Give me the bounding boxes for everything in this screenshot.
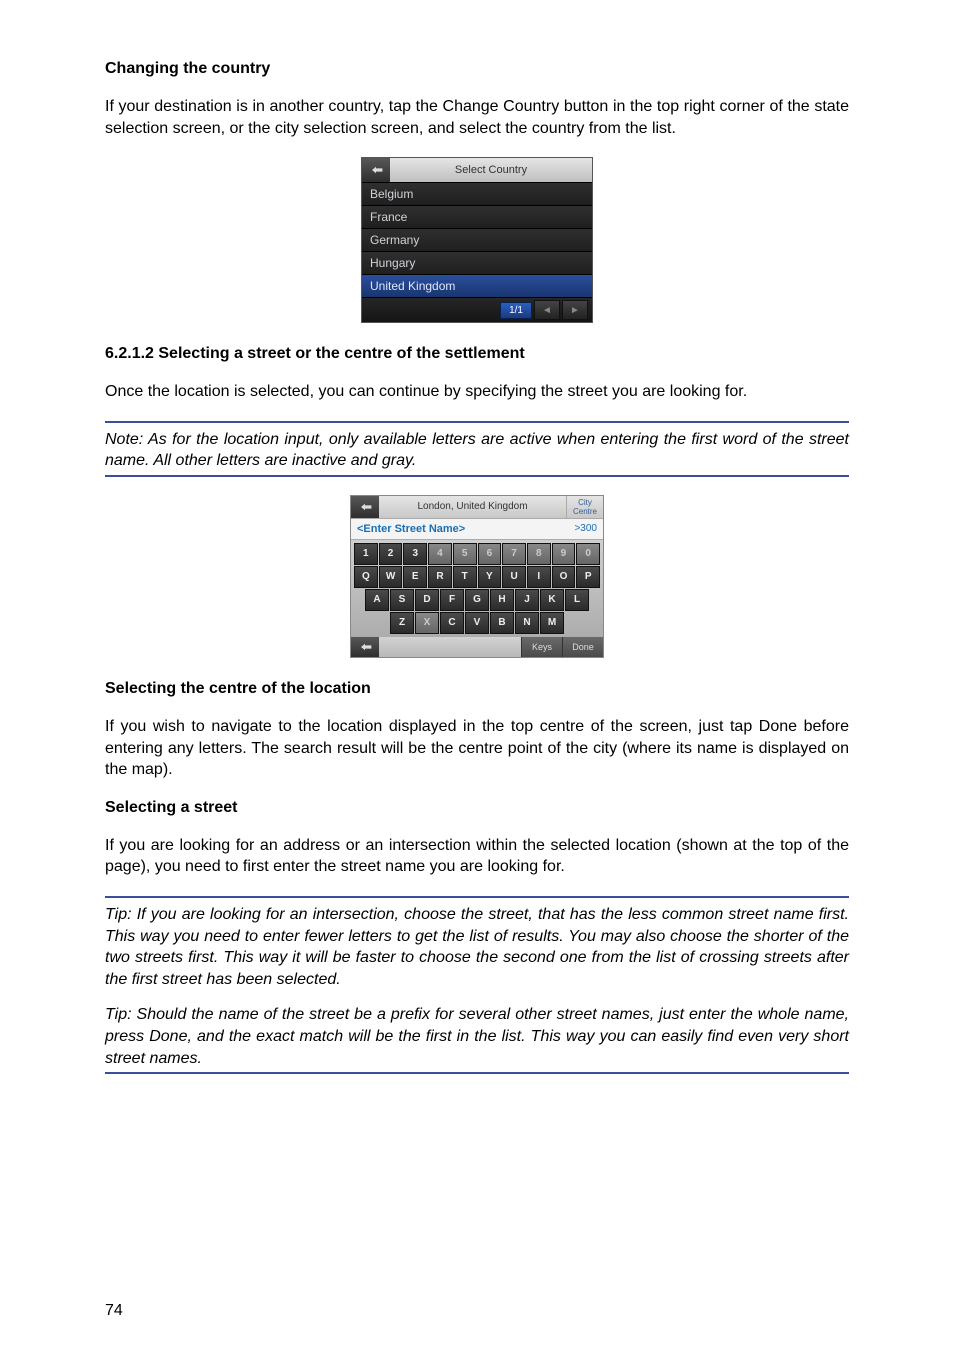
next-page-button[interactable]: ► (562, 300, 588, 320)
key-l[interactable]: L (565, 589, 589, 611)
country-list-title: Select Country (390, 164, 592, 176)
kbd-title: London, United Kingdom (379, 496, 566, 518)
key-2[interactable]: 2 (379, 543, 403, 565)
key-5: 5 (453, 543, 477, 565)
page-number: 74 (105, 1302, 123, 1320)
key-t[interactable]: T (453, 566, 477, 588)
key-1[interactable]: 1 (354, 543, 378, 565)
country-row[interactable]: Germany (362, 228, 592, 251)
key-a[interactable]: A (365, 589, 389, 611)
spacebar[interactable] (379, 637, 521, 657)
key-n[interactable]: N (515, 612, 539, 634)
key-9: 9 (552, 543, 576, 565)
key-z[interactable]: Z (390, 612, 414, 634)
country-row[interactable]: France (362, 205, 592, 228)
key-c[interactable]: C (440, 612, 464, 634)
key-o[interactable]: O (552, 566, 576, 588)
tip-1-text: Tip: If you are looking for an intersect… (105, 904, 849, 990)
back-arrow-icon (357, 502, 373, 512)
street-name-input[interactable]: <Enter Street Name> (351, 523, 574, 535)
backspace-button[interactable] (351, 637, 379, 657)
keys-button[interactable]: Keys (521, 637, 562, 657)
key-7: 7 (502, 543, 526, 565)
key-y[interactable]: Y (478, 566, 502, 588)
city-centre-button[interactable]: City Centre (566, 496, 603, 518)
backspace-icon (357, 642, 373, 652)
key-8: 8 (527, 543, 551, 565)
key-f[interactable]: F (440, 589, 464, 611)
keyboard-widget: London, United Kingdom City Centre <Ente… (350, 495, 604, 658)
key-i[interactable]: I (527, 566, 551, 588)
country-list-widget: Select Country BelgiumFranceGermanyHunga… (361, 157, 593, 323)
key-6: 6 (478, 543, 502, 565)
key-p[interactable]: P (576, 566, 600, 588)
para-select-a-street: If you are looking for an address or an … (105, 835, 849, 878)
done-button[interactable]: Done (562, 637, 603, 657)
divider (105, 896, 849, 898)
key-d[interactable]: D (415, 589, 439, 611)
key-s[interactable]: S (390, 589, 414, 611)
prev-page-button[interactable]: ◄ (534, 300, 560, 320)
page-indicator: 1/1 (500, 302, 532, 319)
tips-block: Tip: If you are looking for an intersect… (105, 896, 849, 1074)
key-3[interactable]: 3 (403, 543, 427, 565)
note-letters-text: Note: As for the location input, only av… (105, 429, 849, 472)
heading-select-street: 6.2.1.2 Selecting a street or the centre… (105, 345, 849, 363)
back-arrow-icon (368, 165, 384, 175)
key-0: 0 (576, 543, 600, 565)
note-block-letters: Note: As for the location input, only av… (105, 421, 849, 477)
key-w[interactable]: W (379, 566, 403, 588)
key-u[interactable]: U (502, 566, 526, 588)
key-b[interactable]: B (490, 612, 514, 634)
key-v[interactable]: V (465, 612, 489, 634)
key-m[interactable]: M (540, 612, 564, 634)
street-name-input-row: <Enter Street Name> >300 (351, 518, 603, 540)
divider (105, 475, 849, 477)
country-list-figure: Select Country BelgiumFranceGermanyHunga… (105, 157, 849, 323)
kbd-back-button[interactable] (351, 496, 379, 518)
key-g[interactable]: G (465, 589, 489, 611)
para-select-street: Once the location is selected, you can c… (105, 381, 849, 403)
divider (105, 421, 849, 423)
key-k[interactable]: K (540, 589, 564, 611)
key-q[interactable]: Q (354, 566, 378, 588)
back-button[interactable] (362, 158, 390, 182)
divider (105, 1072, 849, 1074)
key-x: X (415, 612, 439, 634)
key-h[interactable]: H (490, 589, 514, 611)
country-list-footer: 1/1 ◄ ► (362, 297, 592, 322)
heading-change-country: Changing the country (105, 60, 849, 78)
country-list-header: Select Country (362, 158, 592, 182)
keyboard-keys-area: 1234567890 QWERTYUIOP ASDFGHJKL ZXCVBNM (351, 540, 603, 636)
heading-select-centre: Selecting the centre of the location (105, 680, 849, 698)
country-row[interactable]: Hungary (362, 251, 592, 274)
key-r[interactable]: R (428, 566, 452, 588)
key-j[interactable]: J (515, 589, 539, 611)
keyboard-figure: London, United Kingdom City Centre <Ente… (105, 495, 849, 658)
para-change-country: If your destination is in another countr… (105, 96, 849, 139)
result-count: >300 (574, 523, 603, 534)
para-select-centre: If you wish to navigate to the location … (105, 716, 849, 781)
country-row[interactable]: United Kingdom (362, 274, 592, 297)
country-row[interactable]: Belgium (362, 182, 592, 205)
key-e[interactable]: E (403, 566, 427, 588)
heading-select-a-street: Selecting a street (105, 799, 849, 817)
tip-2-text: Tip: Should the name of the street be a … (105, 1004, 849, 1069)
key-4: 4 (428, 543, 452, 565)
